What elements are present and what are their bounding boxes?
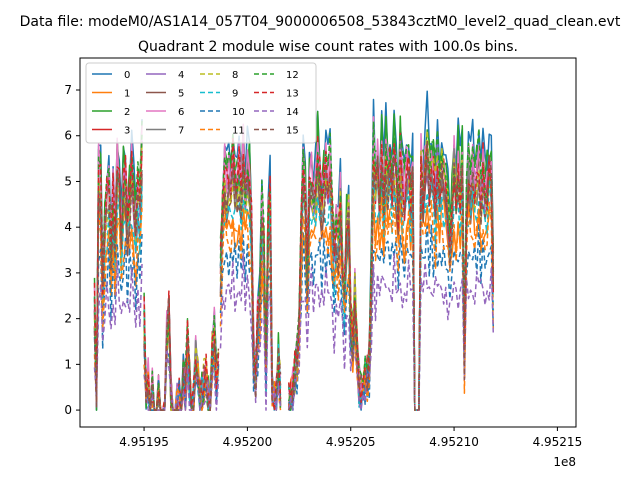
figure-suptitle: Data file: modeM0/AS1A14_057T04_90000065… xyxy=(20,14,621,30)
y-tick-label: 0 xyxy=(64,403,72,417)
legend-label: 5 xyxy=(178,89,184,100)
plot-area-frame xyxy=(79,57,577,428)
legend-label: 9 xyxy=(232,89,238,100)
legend-label: 6 xyxy=(178,107,184,118)
legend-label: 12 xyxy=(286,70,299,81)
legend-label: 11 xyxy=(232,126,245,137)
legend-label: 14 xyxy=(286,107,299,118)
y-tick-label: 1 xyxy=(64,357,72,371)
x-tick-label: 4.95200 xyxy=(223,435,273,449)
legend-label: 13 xyxy=(286,89,299,100)
x-axis: 4.95195 4.95200 4.95205 4.95210 4.95215 xyxy=(119,427,582,449)
legend-label: 4 xyxy=(178,70,184,81)
series-line-9 xyxy=(287,174,495,411)
series-line-14 xyxy=(287,252,495,411)
legend-label: 8 xyxy=(232,70,238,81)
series-line-15 xyxy=(288,140,495,411)
series-line-11 xyxy=(219,210,282,411)
x-tick-label: 4.95210 xyxy=(429,435,479,449)
x-tick-label: 4.95205 xyxy=(326,435,376,449)
x-tick-label: 4.95215 xyxy=(533,435,583,449)
y-axis: 0 1 2 3 4 5 6 7 xyxy=(64,83,80,417)
series-line-8 xyxy=(219,173,282,395)
x-axis-offset-label: 1e8 xyxy=(553,455,576,469)
series-line-13 xyxy=(219,136,282,411)
x-tick-label: 4.95195 xyxy=(119,435,169,449)
legend-label: 3 xyxy=(124,126,130,137)
series-line-15 xyxy=(93,173,143,408)
legend-label: 2 xyxy=(124,107,130,118)
y-tick-label: 7 xyxy=(64,83,72,97)
y-tick-label: 3 xyxy=(64,266,72,280)
legend-label: 10 xyxy=(232,107,245,118)
series-line-14 xyxy=(93,259,143,398)
y-tick-label: 4 xyxy=(64,220,72,234)
legend-frame xyxy=(85,62,317,144)
chart-title: Quadrant 2 module wise count rates with … xyxy=(138,39,518,55)
legend-label: 15 xyxy=(286,126,299,137)
series-line-13 xyxy=(287,141,495,411)
legend-label: 0 xyxy=(124,70,130,81)
series-line-9 xyxy=(219,197,282,411)
y-tick-label: 5 xyxy=(64,174,72,188)
legend-label: 7 xyxy=(178,126,184,137)
series-line-11 xyxy=(93,208,143,403)
y-tick-label: 2 xyxy=(64,312,72,326)
series-line-11 xyxy=(287,191,495,411)
y-tick-label: 6 xyxy=(64,129,72,143)
series-line-15 xyxy=(143,296,220,411)
series-line-10 xyxy=(219,233,282,407)
series-line-15 xyxy=(219,160,282,403)
legend-label: 1 xyxy=(124,89,130,100)
series-lines xyxy=(93,90,495,411)
